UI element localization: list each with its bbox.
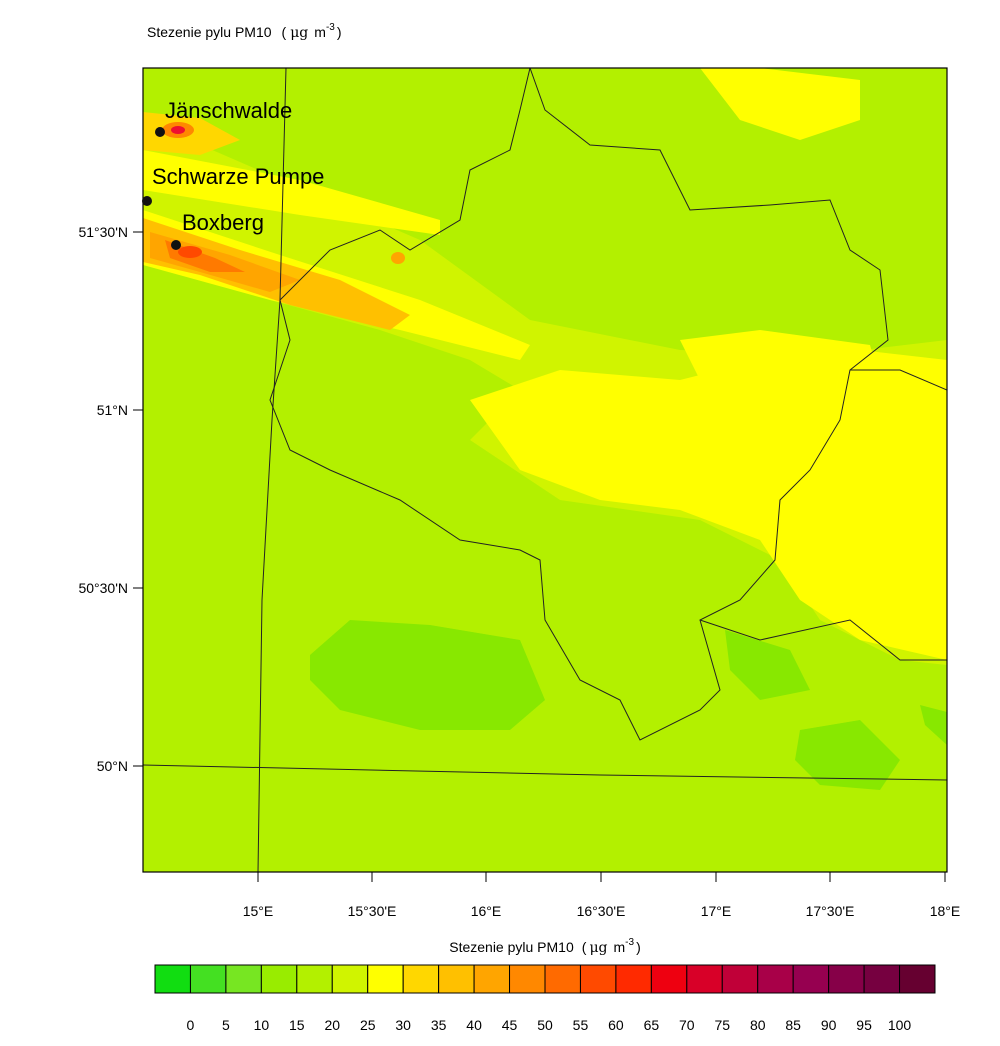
- place-dot: [171, 240, 181, 250]
- colorbar-label: 60: [608, 1017, 624, 1033]
- colorbar-label: 80: [750, 1017, 766, 1033]
- unit-exp: -3: [625, 937, 634, 948]
- colorbar-label: 90: [821, 1017, 837, 1033]
- unit-mu: μg: [290, 25, 308, 41]
- place-label: Jänschwalde: [165, 98, 292, 123]
- colorbar-box: [579, 964, 617, 994]
- colorbar-label: 85: [785, 1017, 801, 1033]
- colorbar-box: [721, 964, 759, 994]
- unit-mu: μg: [589, 940, 607, 956]
- lon-label: 17°30'E: [806, 903, 855, 919]
- lon-label: 18°E: [930, 903, 961, 919]
- colorbar-box: [296, 964, 333, 994]
- colorbar-label: 55: [573, 1017, 589, 1033]
- colorbar-label: 30: [395, 1017, 411, 1033]
- unit-m: m: [314, 24, 326, 40]
- colorbar-box: [615, 964, 652, 994]
- colorbar-box: [544, 964, 581, 994]
- colorbar-label: 10: [254, 1017, 270, 1033]
- colorbar-box: [438, 964, 475, 994]
- unit-open: (: [582, 939, 587, 955]
- lon-label: 15°E: [243, 903, 274, 919]
- place-dot: [155, 127, 165, 137]
- colorbar-box: [367, 964, 404, 994]
- colorbar-box: [792, 964, 830, 994]
- title: Stezenie pylu PM10 (μg m-3): [147, 22, 342, 41]
- lat-label: 50°N: [97, 758, 128, 774]
- colorbar-box: [402, 964, 440, 994]
- lon-label: 16°E: [471, 903, 502, 919]
- colorbar-label: 25: [360, 1017, 376, 1033]
- unit-exp: -3: [326, 22, 335, 33]
- colorbar-label: 35: [431, 1017, 447, 1033]
- colorbar-title-text: Stezenie pylu PM10: [449, 939, 574, 955]
- map-frame: [142, 67, 948, 873]
- colorbar-box: [863, 964, 901, 994]
- colorbar-label: 15: [289, 1017, 305, 1033]
- colorbar-label: 50: [537, 1017, 553, 1033]
- lat-label: 50°30'N: [78, 580, 128, 596]
- map-field: [143, 68, 947, 872]
- colorbar-label: 75: [714, 1017, 730, 1033]
- colorbar-label: 95: [856, 1017, 872, 1033]
- colorbar-box: [260, 964, 298, 994]
- colorbar-box: [757, 964, 794, 994]
- title-text: Stezenie pylu PM10: [147, 24, 272, 40]
- colorbar-label: 65: [644, 1017, 660, 1033]
- colorbar-label: 5: [222, 1017, 230, 1033]
- colorbar-box: [509, 964, 546, 994]
- colorbar-label: 0: [187, 1017, 195, 1033]
- place-label: Schwarze Pumpe: [152, 164, 324, 189]
- colorbar-label: 70: [679, 1017, 695, 1033]
- colorbar-box: [899, 964, 936, 994]
- colorbar-label: 100: [888, 1017, 912, 1033]
- unit-close: ): [337, 24, 342, 40]
- lat-label: 51°N: [97, 402, 128, 418]
- colorbar-box: [650, 964, 688, 994]
- place-label: Boxberg: [182, 210, 264, 235]
- lon-label: 15°30'E: [348, 903, 397, 919]
- colorbar-title: Stezenie pylu PM10 (μg m-3): [449, 937, 641, 956]
- unit-close: ): [636, 939, 641, 955]
- colorbar-label: 45: [502, 1017, 518, 1033]
- lat-label: 51°30'N: [78, 224, 128, 240]
- colorbar-box: [828, 964, 865, 994]
- place-dot: [142, 196, 152, 206]
- colorbar-box: [331, 964, 369, 994]
- colorbar-label: 20: [324, 1017, 340, 1033]
- colorbar-box: [686, 964, 723, 994]
- colorbar-box: [189, 964, 227, 994]
- lon-label: 17°E: [701, 903, 732, 919]
- colorbar-box: [473, 964, 511, 994]
- colorbar-box: [225, 964, 262, 994]
- lon-label: 16°30'E: [577, 903, 626, 919]
- unit-open: (: [282, 24, 287, 40]
- colorbar-label: 40: [466, 1017, 482, 1033]
- unit-m: m: [614, 939, 626, 955]
- colorbar-box: [154, 964, 191, 994]
